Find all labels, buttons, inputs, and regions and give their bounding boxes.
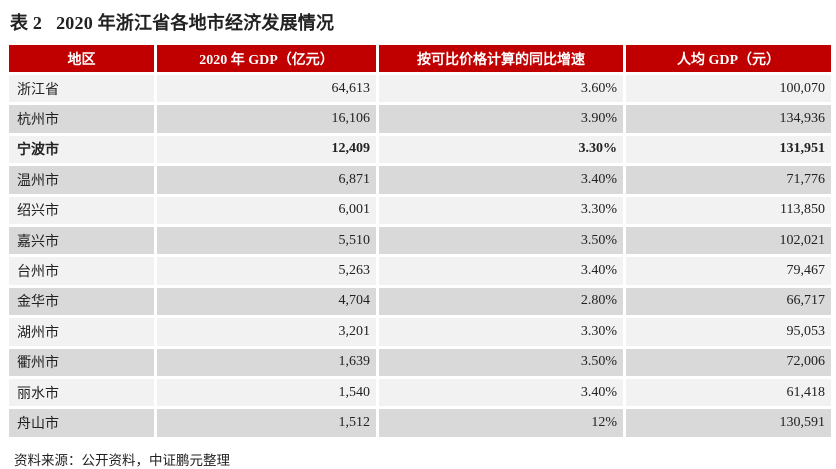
region-cell: 杭州市 bbox=[9, 105, 154, 133]
table-row: 台州市 5,263 3.40% 79,467 bbox=[9, 257, 831, 285]
growth-cell: 3.40% bbox=[379, 257, 623, 285]
region-cell: 温州市 bbox=[9, 166, 154, 194]
region-cell: 宁波市 bbox=[9, 135, 154, 164]
per-capita-cell: 66,717 bbox=[626, 287, 831, 316]
growth-cell: 3.90% bbox=[379, 105, 623, 133]
region-cell: 金华市 bbox=[9, 287, 154, 316]
region-cell: 浙江省 bbox=[9, 75, 154, 103]
growth-cell: 12% bbox=[379, 409, 623, 437]
growth-cell: 3.30% bbox=[379, 196, 623, 224]
gdp-cell: 12,409 bbox=[157, 135, 376, 164]
growth-cell: 3.40% bbox=[379, 378, 623, 407]
growth-cell: 2.80% bbox=[379, 287, 623, 316]
table-row: 宁波市 12,409 3.30% 131,951 bbox=[9, 135, 831, 164]
table-row: 湖州市 3,201 3.30% 95,053 bbox=[9, 318, 831, 346]
per-capita-cell: 79,467 bbox=[626, 257, 831, 285]
table-row: 杭州市 16,106 3.90% 134,936 bbox=[9, 105, 831, 133]
table-title: 表 2 2020 年浙江省各地市经济发展情况 bbox=[10, 9, 334, 35]
gdp-cell: 6,871 bbox=[157, 166, 376, 194]
gdp-cell: 4,704 bbox=[157, 287, 376, 316]
table-row: 浙江省 64,613 3.60% 100,070 bbox=[9, 75, 831, 103]
region-cell: 绍兴市 bbox=[9, 196, 154, 224]
growth-cell: 3.40% bbox=[379, 166, 623, 194]
table-title-text: 2020 年浙江省各地市经济发展情况 bbox=[56, 13, 335, 33]
gdp-cell: 5,263 bbox=[157, 257, 376, 285]
region-cell: 湖州市 bbox=[9, 318, 154, 346]
growth-cell: 3.50% bbox=[379, 348, 623, 376]
table-number: 表 2 bbox=[10, 13, 43, 33]
per-capita-cell: 134,936 bbox=[626, 105, 831, 133]
header-row: 地区 2020 年 GDP（亿元） 按可比价格计算的同比增速 人均 GDP（元） bbox=[9, 45, 831, 72]
header-region: 地区 bbox=[9, 45, 154, 72]
gdp-table: 地区 2020 年 GDP（亿元） 按可比价格计算的同比增速 人均 GDP（元）… bbox=[6, 42, 834, 440]
gdp-cell: 3,201 bbox=[157, 318, 376, 346]
per-capita-cell: 72,006 bbox=[626, 348, 831, 376]
growth-cell: 3.30% bbox=[379, 318, 623, 346]
table-row: 衢州市 1,639 3.50% 72,006 bbox=[9, 348, 831, 376]
gdp-cell: 6,001 bbox=[157, 196, 376, 224]
header-growth: 按可比价格计算的同比增速 bbox=[379, 45, 623, 72]
table-row: 温州市 6,871 3.40% 71,776 bbox=[9, 166, 831, 194]
gdp-cell: 5,510 bbox=[157, 226, 376, 255]
gdp-cell: 1,540 bbox=[157, 378, 376, 407]
region-cell: 嘉兴市 bbox=[9, 226, 154, 255]
per-capita-cell: 100,070 bbox=[626, 75, 831, 103]
per-capita-cell: 131,951 bbox=[626, 135, 831, 164]
gdp-cell: 16,106 bbox=[157, 105, 376, 133]
per-capita-cell: 102,021 bbox=[626, 226, 831, 255]
per-capita-cell: 95,053 bbox=[626, 318, 831, 346]
gdp-cell: 64,613 bbox=[157, 75, 376, 103]
growth-cell: 3.60% bbox=[379, 75, 623, 103]
per-capita-cell: 113,850 bbox=[626, 196, 831, 224]
per-capita-cell: 130,591 bbox=[626, 409, 831, 437]
source-note: 资料来源：公开资料，中证鹏元整理 bbox=[14, 453, 230, 468]
region-cell: 衢州市 bbox=[9, 348, 154, 376]
growth-cell: 3.30% bbox=[379, 135, 623, 164]
table-row: 金华市 4,704 2.80% 66,717 bbox=[9, 287, 831, 316]
gdp-cell: 1,512 bbox=[157, 409, 376, 437]
growth-cell: 3.50% bbox=[379, 226, 623, 255]
gdp-cell: 1,639 bbox=[157, 348, 376, 376]
per-capita-cell: 71,776 bbox=[626, 166, 831, 194]
table-row: 绍兴市 6,001 3.30% 113,850 bbox=[9, 196, 831, 224]
table-row: 舟山市 1,512 12% 130,591 bbox=[9, 409, 831, 437]
header-gdp: 2020 年 GDP（亿元） bbox=[157, 45, 376, 72]
table-row: 嘉兴市 5,510 3.50% 102,021 bbox=[9, 226, 831, 255]
per-capita-cell: 61,418 bbox=[626, 378, 831, 407]
region-cell: 舟山市 bbox=[9, 409, 154, 437]
header-per-capita: 人均 GDP（元） bbox=[626, 45, 831, 72]
table-row: 丽水市 1,540 3.40% 61,418 bbox=[9, 378, 831, 407]
region-cell: 台州市 bbox=[9, 257, 154, 285]
region-cell: 丽水市 bbox=[9, 378, 154, 407]
